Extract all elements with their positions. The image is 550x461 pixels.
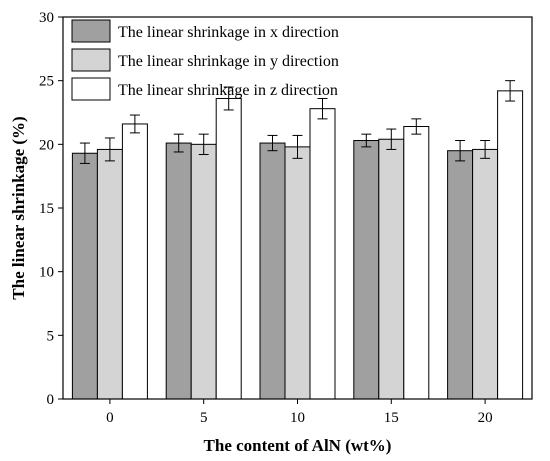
legend-label: The linear shrinkage in z direction: [118, 82, 338, 99]
y-tick-label: 25: [39, 74, 54, 90]
legend-swatch: [71, 48, 111, 72]
y-tick-label: 15: [39, 201, 54, 217]
legend-label: The linear shrinkage in x direction: [118, 24, 339, 41]
bar-y-5: [190, 143, 217, 400]
error-bars-layer: [79, 80, 516, 164]
bar-z-20: [497, 90, 524, 400]
y-axis: 0 5 10 15 20 25 30: [39, 10, 63, 408]
bar-z-0: [121, 123, 148, 400]
y-tick-label: 30: [39, 10, 54, 26]
error-bar: [411, 118, 422, 135]
error-bar: [292, 134, 303, 159]
y-tick-label: 10: [39, 265, 54, 281]
bar-x-15: [353, 140, 380, 400]
x-axis-title: The content of AlN (wt%): [204, 436, 392, 455]
bar-x-20: [447, 150, 474, 400]
error-bar: [505, 80, 516, 102]
legend-swatch: [71, 19, 111, 43]
x-tick-label: 10: [290, 410, 305, 426]
error-bar: [317, 97, 328, 120]
y-axis-title: The linear shrinkage (%): [9, 116, 28, 299]
error-bar: [455, 140, 466, 162]
bar-y-20: [472, 148, 499, 400]
x-tick-label: 20: [478, 410, 493, 426]
legend-swatch: [71, 77, 111, 101]
legend: The linear shrinkage in x direction The l…: [71, 19, 339, 101]
bar-x-5: [165, 142, 192, 400]
bar-y-15: [378, 138, 405, 400]
error-bar: [198, 133, 209, 156]
error-bar: [361, 133, 372, 148]
error-bar: [386, 128, 397, 150]
error-bar: [223, 86, 234, 111]
error-bar: [104, 137, 115, 162]
bars-layer: [71, 90, 524, 400]
error-bar: [129, 114, 140, 134]
bar-x-0: [71, 152, 98, 400]
error-bar: [267, 134, 278, 152]
x-tick-label: 15: [384, 410, 399, 426]
y-tick-label: 5: [47, 328, 55, 344]
error-bar: [480, 140, 491, 159]
error-bar: [79, 142, 90, 164]
bar-z-15: [403, 126, 430, 400]
y-tick-label: 0: [47, 392, 55, 408]
bar-y-10: [284, 146, 311, 400]
x-axis: 0 5 10 15 20: [106, 399, 493, 426]
bar-x-10: [259, 142, 286, 400]
legend-label: The linear shrinkage in y direction: [118, 53, 339, 70]
error-bar: [173, 133, 184, 153]
bar-y-0: [96, 148, 123, 400]
bar-z-10: [309, 108, 336, 400]
y-tick-label: 20: [39, 137, 54, 153]
x-tick-label: 5: [200, 410, 208, 426]
x-tick-label: 0: [106, 410, 114, 426]
bar-z-5: [215, 97, 242, 400]
